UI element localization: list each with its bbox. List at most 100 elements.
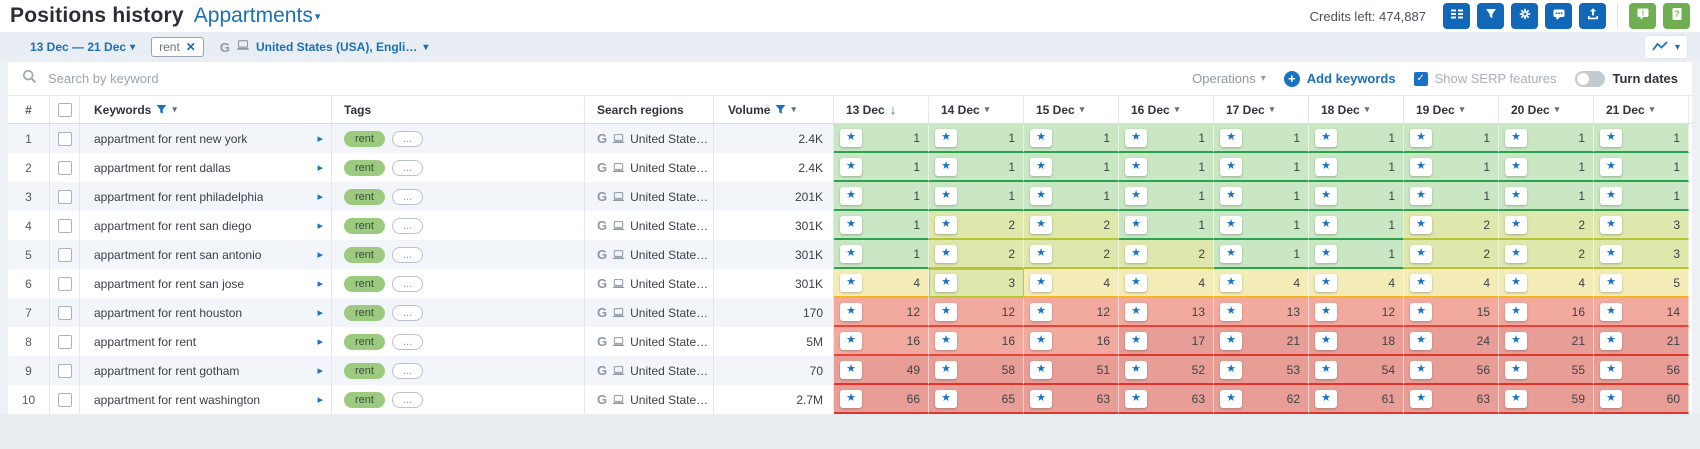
serp-star-button[interactable]: ★ <box>1220 186 1242 205</box>
operations-dropdown[interactable]: Operations ▾ <box>1192 71 1266 86</box>
serp-star-button[interactable]: ★ <box>1220 302 1242 321</box>
column-header-tags[interactable]: Tags <box>332 96 585 123</box>
tag-pill[interactable]: rent <box>344 333 385 350</box>
serp-star-button[interactable]: ★ <box>1315 128 1337 147</box>
serp-star-button[interactable]: ★ <box>1220 215 1242 234</box>
tag-filter-chip[interactable]: rent ✕ <box>151 37 204 57</box>
date-column-header[interactable]: 19 Dec ▾ <box>1404 96 1499 123</box>
keyword-cell[interactable]: appartment for rent philadelphia ▸ <box>80 182 332 211</box>
serp-star-button[interactable]: ★ <box>1410 360 1432 379</box>
row-checkbox[interactable] <box>50 385 80 414</box>
serp-star-button[interactable]: ★ <box>1505 244 1527 263</box>
serp-star-button[interactable]: ★ <box>1600 302 1622 321</box>
serp-star-button[interactable]: ★ <box>1410 215 1432 234</box>
row-checkbox[interactable] <box>50 240 80 269</box>
serp-star-button[interactable]: ★ <box>1505 186 1527 205</box>
serp-star-button[interactable]: ★ <box>1315 244 1337 263</box>
serp-star-button[interactable]: ★ <box>1315 360 1337 379</box>
expand-right-icon[interactable]: ▸ <box>317 191 323 203</box>
filter-button[interactable] <box>1477 3 1504 29</box>
date-column-header[interactable]: 20 Dec ▾ <box>1499 96 1594 123</box>
serp-star-button[interactable]: ★ <box>840 331 862 350</box>
serp-star-button[interactable]: ★ <box>1030 128 1052 147</box>
region-selector[interactable]: G United States (USA), Engli… ▾ <box>219 39 429 55</box>
serp-star-button[interactable]: ★ <box>1030 215 1052 234</box>
chart-view-button[interactable]: ▾ <box>1643 35 1688 59</box>
serp-star-button[interactable]: ★ <box>1125 331 1147 350</box>
serp-star-button[interactable]: ★ <box>1315 157 1337 176</box>
tag-pill[interactable]: rent <box>344 275 385 292</box>
serp-star-button[interactable]: ★ <box>1315 215 1337 234</box>
feedback-button[interactable]: ! <box>1629 3 1656 29</box>
keyword-cell[interactable]: appartment for rent washington ▸ <box>80 385 332 414</box>
turn-dates-toggle[interactable]: Turn dates <box>1574 70 1678 87</box>
row-checkbox[interactable] <box>50 182 80 211</box>
serp-star-button[interactable]: ★ <box>1600 331 1622 350</box>
serp-star-button[interactable]: ★ <box>840 244 862 263</box>
tag-pill[interactable]: rent <box>344 188 385 205</box>
serp-star-button[interactable]: ★ <box>1505 157 1527 176</box>
serp-star-button[interactable]: ★ <box>935 273 957 292</box>
more-tags-button[interactable]: ... <box>391 217 424 234</box>
keyword-cell[interactable]: appartment for rent houston ▸ <box>80 298 332 327</box>
checkbox-checked-icon[interactable]: ✓ <box>1413 71 1428 86</box>
serp-star-button[interactable]: ★ <box>1030 302 1052 321</box>
serp-star-button[interactable]: ★ <box>1030 389 1052 408</box>
serp-star-button[interactable]: ★ <box>1600 273 1622 292</box>
expand-right-icon[interactable]: ▸ <box>317 133 323 145</box>
serp-star-button[interactable]: ★ <box>840 360 862 379</box>
row-checkbox[interactable] <box>50 327 80 356</box>
serp-star-button[interactable]: ★ <box>1030 157 1052 176</box>
tag-pill[interactable]: rent <box>344 130 385 147</box>
serp-star-button[interactable]: ★ <box>1220 244 1242 263</box>
tag-pill[interactable]: rent <box>344 217 385 234</box>
serp-star-button[interactable]: ★ <box>1125 157 1147 176</box>
keyword-cell[interactable]: appartment for rent san diego ▸ <box>80 211 332 240</box>
serp-star-button[interactable]: ★ <box>1600 128 1622 147</box>
serp-star-button[interactable]: ★ <box>840 389 862 408</box>
serp-star-button[interactable]: ★ <box>1220 273 1242 292</box>
serp-star-button[interactable]: ★ <box>1220 128 1242 147</box>
serp-star-button[interactable]: ★ <box>935 244 957 263</box>
more-tags-button[interactable]: ... <box>391 275 424 292</box>
keyword-cell[interactable]: appartment for rent dallas ▸ <box>80 153 332 182</box>
serp-star-button[interactable]: ★ <box>1125 389 1147 408</box>
serp-star-button[interactable]: ★ <box>935 302 957 321</box>
row-checkbox[interactable] <box>50 211 80 240</box>
serp-star-button[interactable]: ★ <box>1125 360 1147 379</box>
serp-star-button[interactable]: ★ <box>1600 215 1622 234</box>
project-selector[interactable]: Appartments ▾ <box>193 4 321 27</box>
serp-star-button[interactable]: ★ <box>1125 273 1147 292</box>
serp-star-button[interactable]: ★ <box>1315 273 1337 292</box>
date-column-header[interactable]: 18 Dec ▾ <box>1309 96 1404 123</box>
serp-star-button[interactable]: ★ <box>1220 360 1242 379</box>
serp-star-button[interactable]: ★ <box>1125 128 1147 147</box>
select-all-checkbox[interactable] <box>50 96 80 123</box>
serp-star-button[interactable]: ★ <box>935 215 957 234</box>
export-button[interactable] <box>1579 3 1606 29</box>
serp-star-button[interactable]: ★ <box>935 360 957 379</box>
date-column-header[interactable]: 16 Dec ▾ <box>1119 96 1214 123</box>
date-range-selector[interactable]: 13 Dec — 21 Dec ▾ <box>30 40 136 54</box>
serp-star-button[interactable]: ★ <box>1220 389 1242 408</box>
serp-star-button[interactable]: ★ <box>1315 331 1337 350</box>
serp-star-button[interactable]: ★ <box>840 157 862 176</box>
expand-right-icon[interactable]: ▸ <box>317 394 323 406</box>
tag-pill[interactable]: rent <box>344 159 385 176</box>
serp-star-button[interactable]: ★ <box>1410 244 1432 263</box>
column-header-keywords[interactable]: Keywords ▾ <box>80 96 332 123</box>
serp-star-button[interactable]: ★ <box>935 157 957 176</box>
row-checkbox[interactable] <box>50 124 80 153</box>
expand-right-icon[interactable]: ▸ <box>317 162 323 174</box>
serp-star-button[interactable]: ★ <box>1505 302 1527 321</box>
expand-right-icon[interactable]: ▸ <box>317 278 323 290</box>
serp-star-button[interactable]: ★ <box>1125 244 1147 263</box>
show-serp-features-checkbox[interactable]: ✓ Show SERP features <box>1413 71 1557 86</box>
keyword-cell[interactable]: appartment for rent gotham ▸ <box>80 356 332 385</box>
serp-star-button[interactable]: ★ <box>1505 331 1527 350</box>
serp-star-button[interactable]: ★ <box>1410 389 1432 408</box>
serp-star-button[interactable]: ★ <box>1030 273 1052 292</box>
settings-button[interactable] <box>1511 3 1538 29</box>
serp-star-button[interactable]: ★ <box>840 186 862 205</box>
keyword-cell[interactable]: appartment for rent ▸ <box>80 327 332 356</box>
